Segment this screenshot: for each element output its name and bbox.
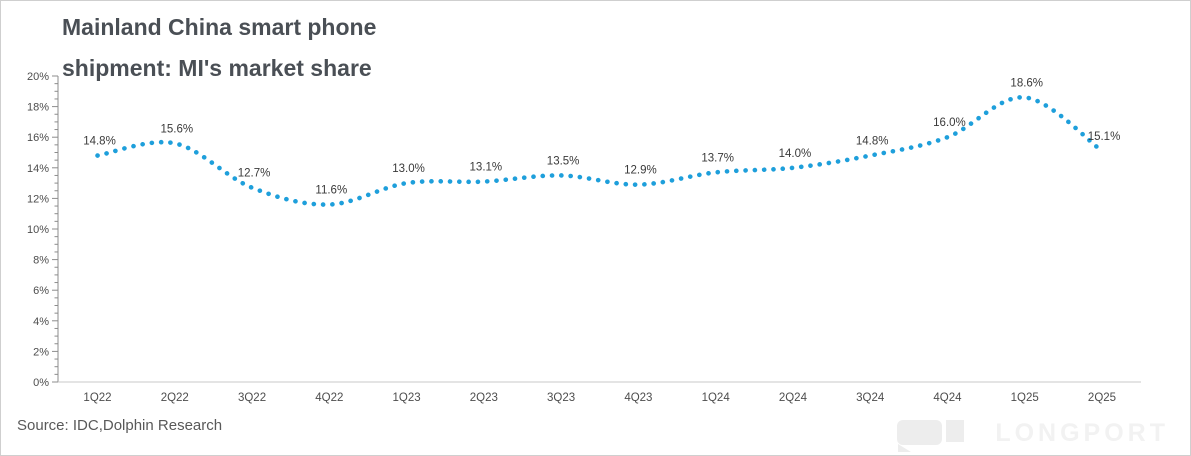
x-tick-label: 1Q22 bbox=[83, 392, 111, 404]
data-point-label: 15.6% bbox=[160, 123, 193, 135]
longport-watermark: LONGPORT bbox=[897, 419, 1169, 452]
market-share-dotted-line bbox=[95, 95, 1105, 207]
source-note: Source: IDC,Dolphin Research bbox=[17, 417, 223, 434]
y-tick-label: 8% bbox=[33, 255, 49, 267]
y-tick-label: 20% bbox=[27, 71, 49, 83]
chart-title-line2: shipment: MI's market share bbox=[62, 55, 372, 81]
y-tick-label: 2% bbox=[33, 346, 49, 358]
data-point-label: 13.5% bbox=[547, 155, 580, 167]
data-point-label: 14.8% bbox=[83, 136, 116, 148]
x-tick-label: 2Q22 bbox=[161, 392, 189, 404]
data-point-label: 18.6% bbox=[1010, 77, 1043, 89]
x-tick-label: 3Q23 bbox=[547, 392, 575, 404]
x-tick-label: 3Q24 bbox=[856, 392, 885, 404]
x-tick-label: 4Q23 bbox=[624, 392, 652, 404]
y-tick-label: 12% bbox=[27, 193, 49, 205]
x-tick-label: 4Q22 bbox=[315, 392, 343, 404]
data-point-label: 11.6% bbox=[315, 185, 347, 197]
y-tick-label: 4% bbox=[33, 316, 49, 328]
y-tick-label: 0% bbox=[33, 377, 49, 389]
data-point-label: 13.0% bbox=[392, 163, 425, 175]
y-tick-label: 6% bbox=[33, 285, 49, 297]
y-tick-label: 16% bbox=[27, 132, 49, 144]
x-tick-label: 1Q25 bbox=[1011, 392, 1039, 404]
data-point-label: 12.7% bbox=[238, 168, 271, 180]
chart-title: Mainland China smart phone shipment: MI'… bbox=[62, 7, 385, 89]
y-tick-label: 14% bbox=[27, 163, 49, 175]
longport-square-logo-icon bbox=[946, 420, 965, 442]
data-point-label: 13.1% bbox=[470, 162, 503, 174]
data-point-label: 15.1% bbox=[1088, 131, 1121, 143]
y-tick-label: 10% bbox=[27, 224, 49, 236]
data-point-label: 14.0% bbox=[779, 148, 812, 160]
longport-wordmark: LONGPORT bbox=[995, 419, 1169, 447]
chart-title-line1: Mainland China smart phone bbox=[62, 14, 377, 40]
data-point-label: 12.9% bbox=[624, 165, 657, 177]
x-tick-label: 2Q25 bbox=[1088, 392, 1116, 404]
data-point-label: 14.8% bbox=[856, 136, 889, 148]
x-tick-label: 4Q24 bbox=[933, 392, 962, 404]
x-tick-label: 2Q23 bbox=[470, 392, 498, 404]
x-tick-label: 3Q22 bbox=[238, 392, 266, 404]
x-tick-label: 2Q24 bbox=[779, 392, 808, 404]
data-point-label: 16.0% bbox=[933, 117, 966, 129]
data-point-label: 13.7% bbox=[701, 152, 734, 164]
x-tick-label: 1Q24 bbox=[702, 392, 731, 404]
x-tick-label: 1Q23 bbox=[393, 392, 421, 404]
longport-bubble-logo-icon bbox=[897, 420, 943, 452]
y-tick-label: 18% bbox=[27, 102, 49, 114]
